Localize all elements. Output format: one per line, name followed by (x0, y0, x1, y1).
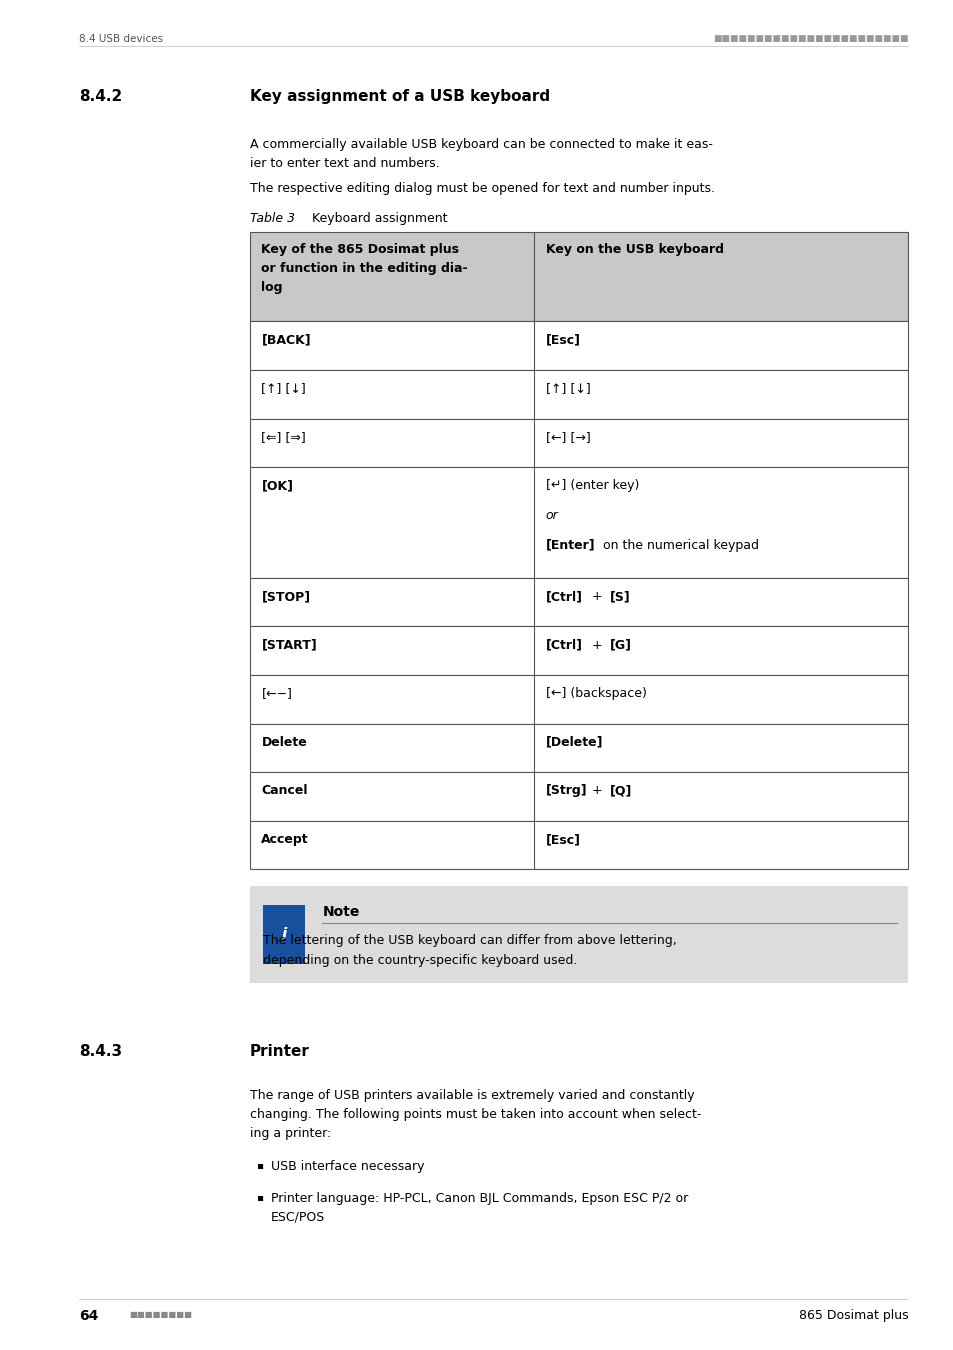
FancyBboxPatch shape (250, 675, 907, 724)
Text: on the numerical keypad: on the numerical keypad (598, 539, 759, 552)
Text: [Q]: [Q] (609, 784, 631, 798)
Text: Accept: Accept (261, 833, 309, 846)
Text: Cancel: Cancel (261, 784, 308, 798)
Text: i: i (281, 926, 287, 942)
Text: The range of USB printers available is extremely varied and constantly: The range of USB printers available is e… (250, 1089, 694, 1103)
Text: Key on the USB keyboard: Key on the USB keyboard (545, 243, 723, 256)
Text: [Ctrl]: [Ctrl] (545, 590, 582, 603)
FancyBboxPatch shape (250, 821, 907, 869)
Text: ▪: ▪ (255, 1192, 262, 1202)
Text: [Ctrl]: [Ctrl] (545, 639, 582, 652)
Text: ▪: ▪ (255, 1160, 262, 1169)
FancyBboxPatch shape (250, 370, 907, 418)
Text: 8.4 USB devices: 8.4 USB devices (79, 34, 163, 43)
Text: [BACK]: [BACK] (261, 333, 311, 347)
Text: depending on the country-specific keyboard used.: depending on the country-specific keyboa… (263, 954, 578, 968)
Text: A commercially available USB keyboard can be connected to make it eas-: A commercially available USB keyboard ca… (250, 138, 712, 151)
FancyBboxPatch shape (250, 724, 907, 772)
Text: [S]: [S] (609, 590, 630, 603)
Text: [←] (backspace): [←] (backspace) (545, 687, 646, 701)
Text: [START]: [START] (261, 639, 316, 652)
Text: changing. The following points must be taken into account when select-: changing. The following points must be t… (250, 1108, 700, 1122)
Text: +: + (587, 590, 606, 603)
Text: Table 3: Table 3 (250, 212, 294, 225)
Text: [↵] (enter key): [↵] (enter key) (545, 479, 639, 493)
Text: [Enter]: [Enter] (545, 539, 595, 552)
Text: Printer: Printer (250, 1044, 310, 1058)
Text: Printer language: HP-PCL, Canon BJL Commands, Epson ESC P/2 or: Printer language: HP-PCL, Canon BJL Comm… (271, 1192, 687, 1206)
Text: The respective editing dialog must be opened for text and number inputs.: The respective editing dialog must be op… (250, 182, 714, 196)
Text: log: log (261, 281, 283, 294)
Text: [←−]: [←−] (261, 687, 292, 701)
Text: ESC/POS: ESC/POS (271, 1211, 325, 1224)
Text: or: or (545, 509, 558, 522)
Text: [←] [→]: [←] [→] (545, 431, 590, 444)
Text: [↑] [↓]: [↑] [↓] (545, 382, 590, 396)
FancyBboxPatch shape (250, 886, 907, 983)
Text: ing a printer:: ing a printer: (250, 1127, 331, 1141)
Text: 64: 64 (79, 1310, 98, 1323)
Text: Key of the 865 Dosimat plus: Key of the 865 Dosimat plus (261, 243, 459, 256)
FancyBboxPatch shape (250, 232, 907, 321)
FancyBboxPatch shape (250, 626, 907, 675)
Text: USB interface necessary: USB interface necessary (271, 1160, 424, 1173)
Text: Keyboard assignment: Keyboard assignment (299, 212, 447, 225)
Text: +: + (587, 639, 606, 652)
Text: [STOP]: [STOP] (261, 590, 310, 603)
Text: [Esc]: [Esc] (545, 833, 580, 846)
FancyBboxPatch shape (250, 578, 907, 626)
Text: The lettering of the USB keyboard can differ from above lettering,: The lettering of the USB keyboard can di… (263, 934, 677, 948)
Text: 865 Dosimat plus: 865 Dosimat plus (798, 1310, 907, 1323)
Text: ■■■■■■■■■■■■■■■■■■■■■■■: ■■■■■■■■■■■■■■■■■■■■■■■ (712, 34, 907, 43)
Text: [OK]: [OK] (261, 479, 294, 493)
Text: Delete: Delete (261, 736, 307, 749)
Text: [↑] [↓]: [↑] [↓] (261, 382, 306, 396)
FancyBboxPatch shape (250, 467, 907, 578)
Text: 8.4.3: 8.4.3 (79, 1044, 122, 1058)
FancyBboxPatch shape (250, 321, 907, 370)
Text: [Esc]: [Esc] (545, 333, 580, 347)
Text: [G]: [G] (609, 639, 631, 652)
Text: Note: Note (322, 904, 359, 918)
FancyBboxPatch shape (250, 418, 907, 467)
Text: or function in the editing dia-: or function in the editing dia- (261, 262, 468, 275)
Text: [⇐] [⇒]: [⇐] [⇒] (261, 431, 306, 444)
Text: ■■■■■■■■: ■■■■■■■■ (129, 1310, 192, 1319)
Text: Key assignment of a USB keyboard: Key assignment of a USB keyboard (250, 89, 550, 104)
FancyBboxPatch shape (250, 772, 907, 821)
Text: [Delete]: [Delete] (545, 736, 602, 749)
Text: 8.4.2: 8.4.2 (79, 89, 122, 104)
Text: ier to enter text and numbers.: ier to enter text and numbers. (250, 157, 439, 170)
Text: [Strg]: [Strg] (545, 784, 587, 798)
FancyBboxPatch shape (263, 904, 305, 964)
Text: +: + (587, 784, 606, 798)
